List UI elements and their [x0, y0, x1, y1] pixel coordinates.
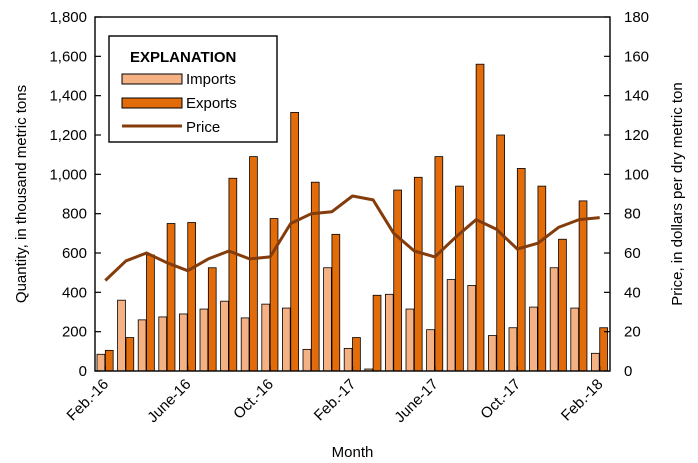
bar-exports	[413, 176, 423, 372]
bar-imports	[508, 327, 518, 372]
right-tick-label: 140	[624, 88, 649, 105]
right-tick-label: 0	[624, 363, 632, 380]
legend-label-imports: Imports	[186, 71, 236, 88]
bar-imports	[261, 303, 271, 372]
legend-swatch-imports	[121, 73, 183, 85]
right-axis-ticks: 0 20 40 60 80 100 120 140 160 180	[604, 9, 649, 380]
bar-exports	[249, 156, 258, 372]
x-axis-ticks: Feb.-16 June-16 Oct.-16 Feb.-17 June-17 Oct.-…	[64, 366, 607, 426]
right-tick-label: 60	[624, 245, 641, 262]
bar-imports	[117, 299, 126, 372]
left-tick-label: 1,400	[49, 88, 87, 105]
bar-imports	[384, 293, 394, 372]
x-tick-label: June-16	[144, 376, 194, 426]
left-tick-label: 600	[62, 245, 87, 262]
bar-imports	[549, 267, 559, 372]
x-tick-label: Feb.-17	[311, 376, 360, 425]
right-tick-label: 20	[624, 324, 641, 341]
right-axis-title: Price, in dollars per dry metric ton	[669, 82, 686, 305]
bar-exports	[331, 233, 341, 372]
legend-box	[108, 35, 278, 143]
bar-exports	[269, 218, 279, 372]
bar-imports	[487, 335, 497, 372]
bar-exports	[290, 111, 299, 372]
bar-imports	[570, 307, 580, 372]
bar-exports	[228, 177, 238, 372]
bar-exports	[516, 168, 526, 372]
left-tick-label: 1,600	[49, 48, 87, 65]
left-tick-label: 400	[62, 284, 87, 301]
left-tick-label: 1,200	[49, 127, 87, 144]
x-tick-label: Oct.-17	[477, 376, 524, 423]
legend: EXPLANATION Imports Exports Price	[108, 35, 278, 143]
bar-imports	[467, 285, 477, 372]
bar-imports	[199, 308, 209, 372]
right-tick-label: 180	[624, 9, 649, 26]
x-axis-title: Month	[332, 444, 374, 461]
bar-imports	[281, 307, 291, 372]
left-tick-label: 800	[62, 206, 87, 223]
legend-title: EXPLANATION	[130, 49, 236, 66]
bar-imports	[405, 308, 415, 372]
left-tick-label: 200	[62, 324, 87, 341]
right-tick-label: 40	[624, 284, 641, 301]
bar-imports	[96, 353, 106, 372]
bar-exports	[125, 337, 135, 372]
bar-imports	[446, 279, 456, 372]
left-tick-label: 1,800	[49, 9, 87, 26]
legend-label-exports: Exports	[186, 95, 237, 112]
left-axis-ticks: 0 200 400 600 800 1,000 1,200 1,400 1,600 1,800	[49, 9, 101, 380]
bar-exports	[578, 200, 588, 372]
bar-exports	[434, 156, 444, 372]
x-tick-label: Oct.-16	[230, 376, 277, 423]
x-tick-label: June-17	[391, 376, 441, 426]
price-line	[104, 194, 600, 282]
bar-exports	[537, 185, 547, 372]
bar-imports	[178, 313, 188, 372]
bar-exports	[352, 337, 361, 372]
bar-exports	[146, 254, 155, 372]
bar-imports	[137, 319, 147, 372]
right-tick-label: 120	[624, 127, 649, 144]
bar-imports	[591, 352, 600, 372]
bar-exports	[393, 189, 402, 372]
left-tick-label: 0	[79, 363, 87, 380]
bar-exports	[207, 267, 217, 372]
right-tick-label: 160	[624, 48, 649, 65]
bar-exports	[496, 134, 505, 372]
bar-imports	[158, 316, 168, 372]
bar-imports	[343, 347, 353, 372]
left-tick-label: 1,000	[49, 166, 87, 183]
bar-exports	[104, 349, 114, 372]
bar-exports	[599, 327, 608, 372]
right-tick-label: 80	[624, 206, 641, 223]
bar-imports	[220, 300, 229, 372]
bar-imports	[426, 329, 435, 372]
bar-exports	[475, 63, 485, 372]
bar-imports	[529, 306, 538, 372]
bar-imports	[323, 267, 332, 372]
right-tick-label: 100	[624, 166, 649, 183]
x-tick-label: Feb.-18	[558, 376, 607, 425]
legend-swatch-exports	[121, 97, 183, 109]
bar-imports	[302, 348, 312, 372]
bar-exports	[455, 185, 464, 372]
price-line-layer	[104, 194, 600, 282]
left-axis-title: Quantity, in thousand metric tons	[13, 85, 30, 303]
bar-exports	[558, 238, 567, 372]
bar-exports	[310, 181, 320, 372]
bar-exports	[372, 294, 382, 372]
bar-imports	[240, 317, 250, 372]
legend-label-price: Price	[186, 119, 220, 136]
bars-layer	[96, 63, 608, 372]
bar-exports	[187, 222, 196, 372]
x-tick-label: Feb.-16	[64, 376, 113, 425]
bar-exports	[166, 223, 176, 372]
